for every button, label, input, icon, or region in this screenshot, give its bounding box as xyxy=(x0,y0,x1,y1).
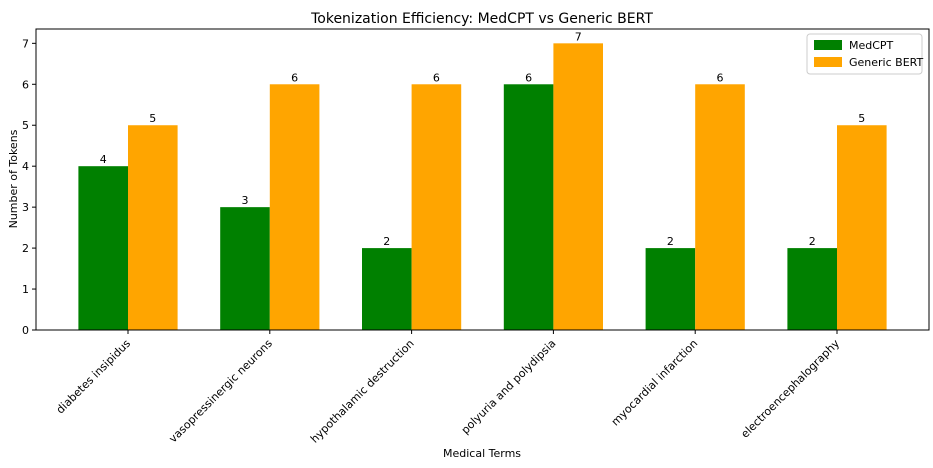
bar-value-label: 3 xyxy=(242,194,249,207)
bar-value-label: 5 xyxy=(149,112,156,125)
bar-medcpt xyxy=(503,84,554,331)
bar-value-label: 2 xyxy=(667,235,674,248)
bar-generic-bert xyxy=(695,84,745,331)
bar-value-label: 2 xyxy=(809,235,816,248)
legend-swatch xyxy=(814,57,842,67)
y-tick-label: 1 xyxy=(22,283,29,296)
x-axis-label: Medical Terms xyxy=(443,447,521,460)
bar-generic-bert xyxy=(553,43,603,330)
y-tick-label: 7 xyxy=(22,37,29,50)
bar-value-label: 6 xyxy=(717,71,724,84)
bar-value-label: 2 xyxy=(383,235,390,248)
bar-value-label: 6 xyxy=(433,71,440,84)
legend-label: MedCPT xyxy=(849,39,894,52)
x-tick-label: polyuria and polydipsia xyxy=(459,337,559,437)
x-tick-label: hypothalamic destruction xyxy=(308,337,417,446)
bar-medcpt xyxy=(362,248,412,330)
bar-generic-bert xyxy=(269,84,320,331)
bar-value-label: 6 xyxy=(291,71,298,84)
bar-medcpt xyxy=(220,207,270,330)
bar-value-label: 4 xyxy=(100,153,107,166)
x-tick-label: vasopressinergic neurons xyxy=(166,337,275,446)
y-tick-label: 2 xyxy=(22,242,29,255)
bar-generic-bert xyxy=(411,84,462,331)
bar-value-label: 6 xyxy=(525,71,532,84)
y-tick-label: 0 xyxy=(22,324,29,337)
legend-label: Generic BERT xyxy=(849,56,923,69)
legend-swatch xyxy=(814,40,842,50)
bar-value-label: 7 xyxy=(575,30,582,43)
x-tick-label: electroencephalography xyxy=(738,337,842,441)
bar-medcpt xyxy=(787,248,837,330)
bar-value-label: 5 xyxy=(858,112,865,125)
x-tick-label: diabetes insipidus xyxy=(54,337,134,417)
bar-generic-bert xyxy=(128,125,178,330)
plot-frame xyxy=(35,28,930,331)
y-tick-label: 5 xyxy=(22,119,29,132)
y-tick-label: 3 xyxy=(22,201,29,214)
bar-generic-bert xyxy=(837,125,887,330)
y-tick-label: 6 xyxy=(22,78,29,91)
bar-medcpt xyxy=(645,248,696,330)
y-axis-label: Number of Tokens xyxy=(7,129,20,228)
bar-medcpt xyxy=(78,166,128,330)
chart-title: Tokenization Efficiency: MedCPT vs Gener… xyxy=(310,11,653,27)
plot-area: 0 1 2 3 4 5 6 7 4 5 diabetes insipidus 3 6 vasopressi… xyxy=(22,30,887,446)
x-tick-label: myocardial infarction xyxy=(609,337,701,429)
legend: MedCPT Generic BERT xyxy=(806,33,923,75)
y-tick-label: 4 xyxy=(22,160,29,173)
